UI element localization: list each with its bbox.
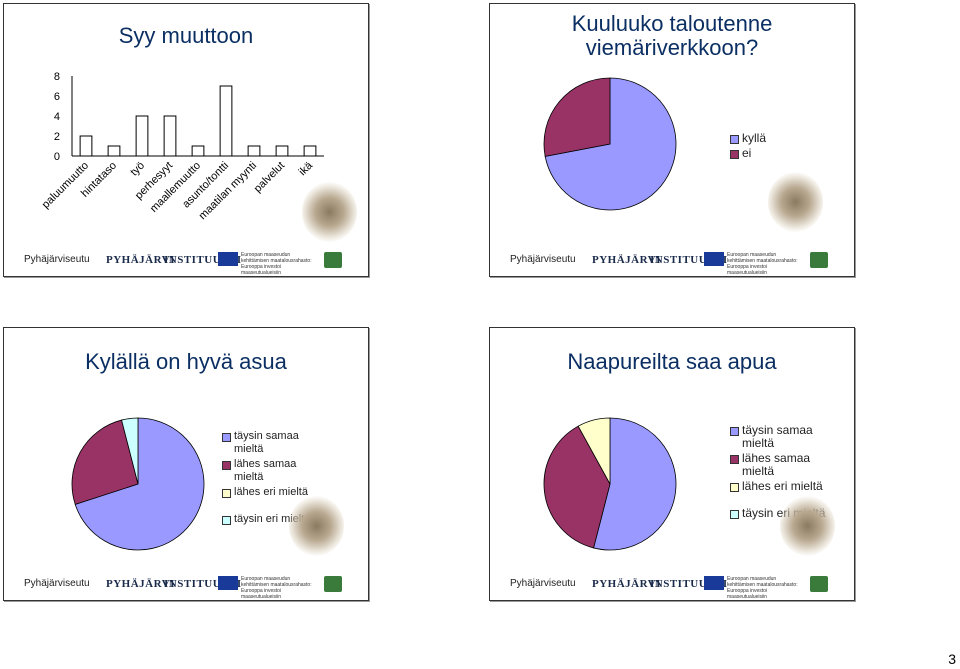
legend-swatch — [222, 433, 231, 442]
legend-item: ei — [730, 147, 766, 160]
pie-slice — [71, 419, 139, 505]
pie-slice — [121, 417, 139, 485]
legend-label: kyllä — [742, 131, 767, 145]
pie-slice — [593, 417, 677, 551]
y-tick-label: 6 — [54, 91, 60, 103]
bar — [275, 145, 289, 157]
legend-swatch — [730, 483, 739, 492]
legend-item: kyllä — [730, 132, 766, 145]
bar — [135, 115, 149, 157]
bar — [219, 85, 233, 157]
x-tick-label: paluumuutto — [40, 160, 91, 211]
legend-label: ei — [742, 146, 752, 160]
slide-footer: Pyhäjärviseutu PYHÄJÄRVI INSTITUUTTI Eur… — [24, 576, 348, 600]
slide-footer: Pyhäjärviseutu PYHÄJÄRVI INSTITUUTTI Eur… — [24, 252, 348, 276]
legend-swatch — [730, 135, 739, 144]
slide-1: Syy muuttoon 0 2 4 6 8 paluumuutto hintataso ty… — [3, 3, 369, 277]
x-tick-label: palvelut — [252, 160, 287, 195]
slide-3: Kylällä on hyvä asua täysin samaa mieltä… — [3, 327, 369, 601]
pie-slice — [577, 417, 611, 485]
legend-swatch — [730, 427, 739, 436]
pie-chart — [71, 417, 205, 551]
decorative-bowl-image — [302, 182, 357, 242]
slide-4: Naapureilta saa apua täysin samaa mieltä… — [489, 327, 855, 601]
pie-slice — [74, 417, 205, 551]
legend-label: lähes samaa mieltä — [742, 451, 811, 478]
bar — [107, 145, 121, 157]
eu-text: Euroopan maaseudun kehittämisen maatalous… — [727, 576, 798, 600]
x-tick-label: ikä — [297, 159, 316, 178]
y-tick-label: 0 — [54, 151, 60, 163]
legend-label: lähes eri mieltä — [234, 486, 308, 498]
legend-item: lähes eri mieltä — [222, 486, 312, 499]
pie-slice — [543, 77, 611, 157]
page-number: 3 — [948, 651, 956, 667]
eu-text: Euroopan maaseudun kehittämisen maatalous… — [727, 252, 798, 276]
leader-leaf-icon — [810, 252, 828, 268]
bar — [163, 115, 177, 157]
decorative-bowl-image — [780, 496, 835, 556]
slide-title: Syy muuttoon — [118, 23, 254, 48]
bar — [303, 145, 317, 157]
eu-flag-icon — [704, 252, 724, 266]
eu-flag-icon — [218, 252, 238, 266]
legend-item: täysin samaa mieltä — [730, 424, 840, 450]
decorative-bowl-image — [768, 172, 823, 232]
decorative-bowl-image — [289, 496, 344, 556]
pie-chart — [543, 417, 677, 551]
eu-flag-icon — [218, 576, 238, 590]
y-tick-label: 4 — [54, 111, 60, 123]
y-tick-label: 2 — [54, 131, 60, 143]
slide-2: Kuuluuko taloutenne viemäriverkkoon? kyl… — [489, 3, 855, 277]
logo-pyhajarvi: PYHÄJÄRVI — [106, 578, 175, 590]
legend-swatch — [730, 150, 739, 159]
eu-text: Euroopan maaseudun kehittämisen maatalous… — [241, 576, 312, 600]
slide-footer: Pyhäjärviseutu PYHÄJÄRVI INSTITUUTTI Eur… — [510, 576, 834, 600]
logo-pyhajarvi: PYHÄJÄRVI — [592, 254, 661, 266]
legend-item: lähes samaa mieltä — [730, 452, 840, 478]
slide-footer: Pyhäjärviseutu PYHÄJÄRVI INSTITUUTTI Eur… — [510, 252, 834, 276]
slide-title: Kylällä on hyvä asua — [85, 349, 287, 374]
slide-title: Kuuluuko taloutenne viemäriverkkoon? — [571, 11, 773, 60]
legend-swatch — [730, 455, 739, 464]
legend-item: lähes eri mieltä — [730, 480, 840, 493]
legend-item: täysin samaa mieltä — [222, 430, 312, 456]
legend-swatch — [730, 510, 739, 519]
logo-pyhajarviseutu: Pyhäjärviseutu — [24, 254, 90, 265]
legend-swatch — [222, 461, 231, 470]
pie-slice — [543, 425, 611, 549]
pie-chart — [543, 77, 677, 211]
y-tick-label: 8 — [54, 71, 60, 83]
x-tick-label: työ — [128, 160, 147, 179]
legend-item: lähes samaa mieltä — [222, 458, 312, 484]
legend-label: lähes samaa mieltä — [234, 458, 297, 483]
leader-leaf-icon — [324, 252, 342, 268]
logo-pyhajarviseutu: Pyhäjärviseutu — [510, 578, 576, 589]
legend-label: täysin samaa mieltä — [234, 430, 299, 455]
legend-swatch — [222, 516, 231, 525]
chart-legend: kyllä ei — [730, 132, 766, 162]
legend-label: täysin samaa mieltä — [742, 423, 813, 450]
logo-pyhajarvi: PYHÄJÄRVI — [106, 254, 175, 266]
bar — [79, 135, 93, 157]
eu-flag-icon — [704, 576, 724, 590]
pie-slice — [544, 77, 677, 211]
slide-title: Naapureilta saa apua — [567, 349, 777, 374]
bar — [191, 145, 205, 157]
leader-leaf-icon — [810, 576, 828, 592]
legend-label: lähes eri mieltä — [742, 479, 823, 493]
legend-swatch — [222, 489, 231, 498]
leader-leaf-icon — [324, 576, 342, 592]
logo-pyhajarvi: PYHÄJÄRVI — [592, 578, 661, 590]
logo-pyhajarviseutu: Pyhäjärviseutu — [24, 578, 90, 589]
logo-pyhajarviseutu: Pyhäjärviseutu — [510, 254, 576, 265]
eu-text: Euroopan maaseudun kehittämisen maatalous… — [241, 252, 312, 276]
bar — [247, 145, 261, 157]
